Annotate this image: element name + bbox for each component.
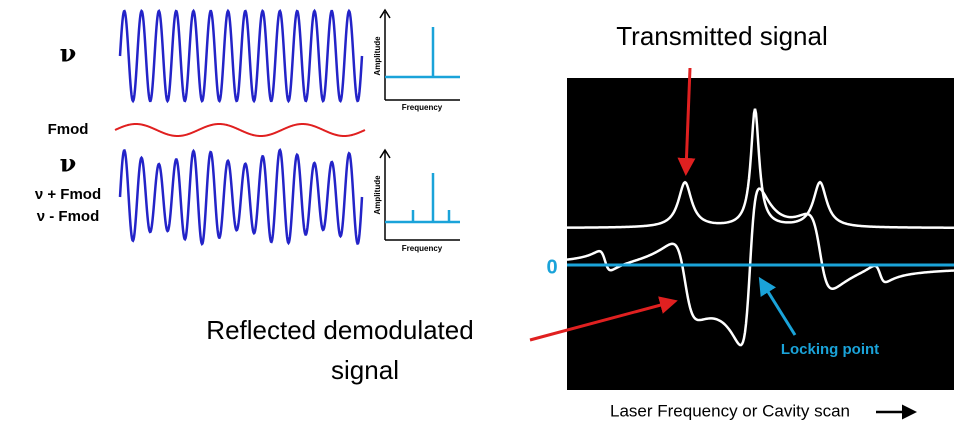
transmitted-label: Transmitted signal: [616, 21, 827, 51]
fmod-label: Fmod: [48, 121, 89, 138]
sideband-label: ν - Fmod: [37, 208, 100, 225]
carrier-wave: [120, 11, 362, 101]
y-label: Amplitude: [373, 36, 382, 76]
scope-screen: [567, 78, 954, 390]
spectrum-lines: [385, 27, 460, 222]
diagram: Amplitude Frequency Amplitude Frequency …: [0, 0, 954, 425]
modulation-wave: [115, 124, 365, 136]
locking-label: Locking point: [781, 341, 879, 358]
zero-label: 0: [546, 256, 557, 278]
reflected-label: signal: [331, 355, 399, 385]
spectrum-axes: [385, 12, 460, 240]
modulated-wave: [120, 150, 362, 244]
sideband-label: ν: [60, 149, 77, 178]
x-label: Frequency: [402, 244, 443, 253]
carrier-label: ν: [60, 39, 77, 68]
y-label: Amplitude: [373, 175, 382, 215]
sideband-label: ν + Fmod: [35, 186, 101, 203]
reflected-label: Reflected demodulated: [206, 315, 473, 345]
x-axis-label: Laser Frequency or Cavity scan: [610, 401, 850, 420]
x-label: Frequency: [402, 103, 443, 112]
